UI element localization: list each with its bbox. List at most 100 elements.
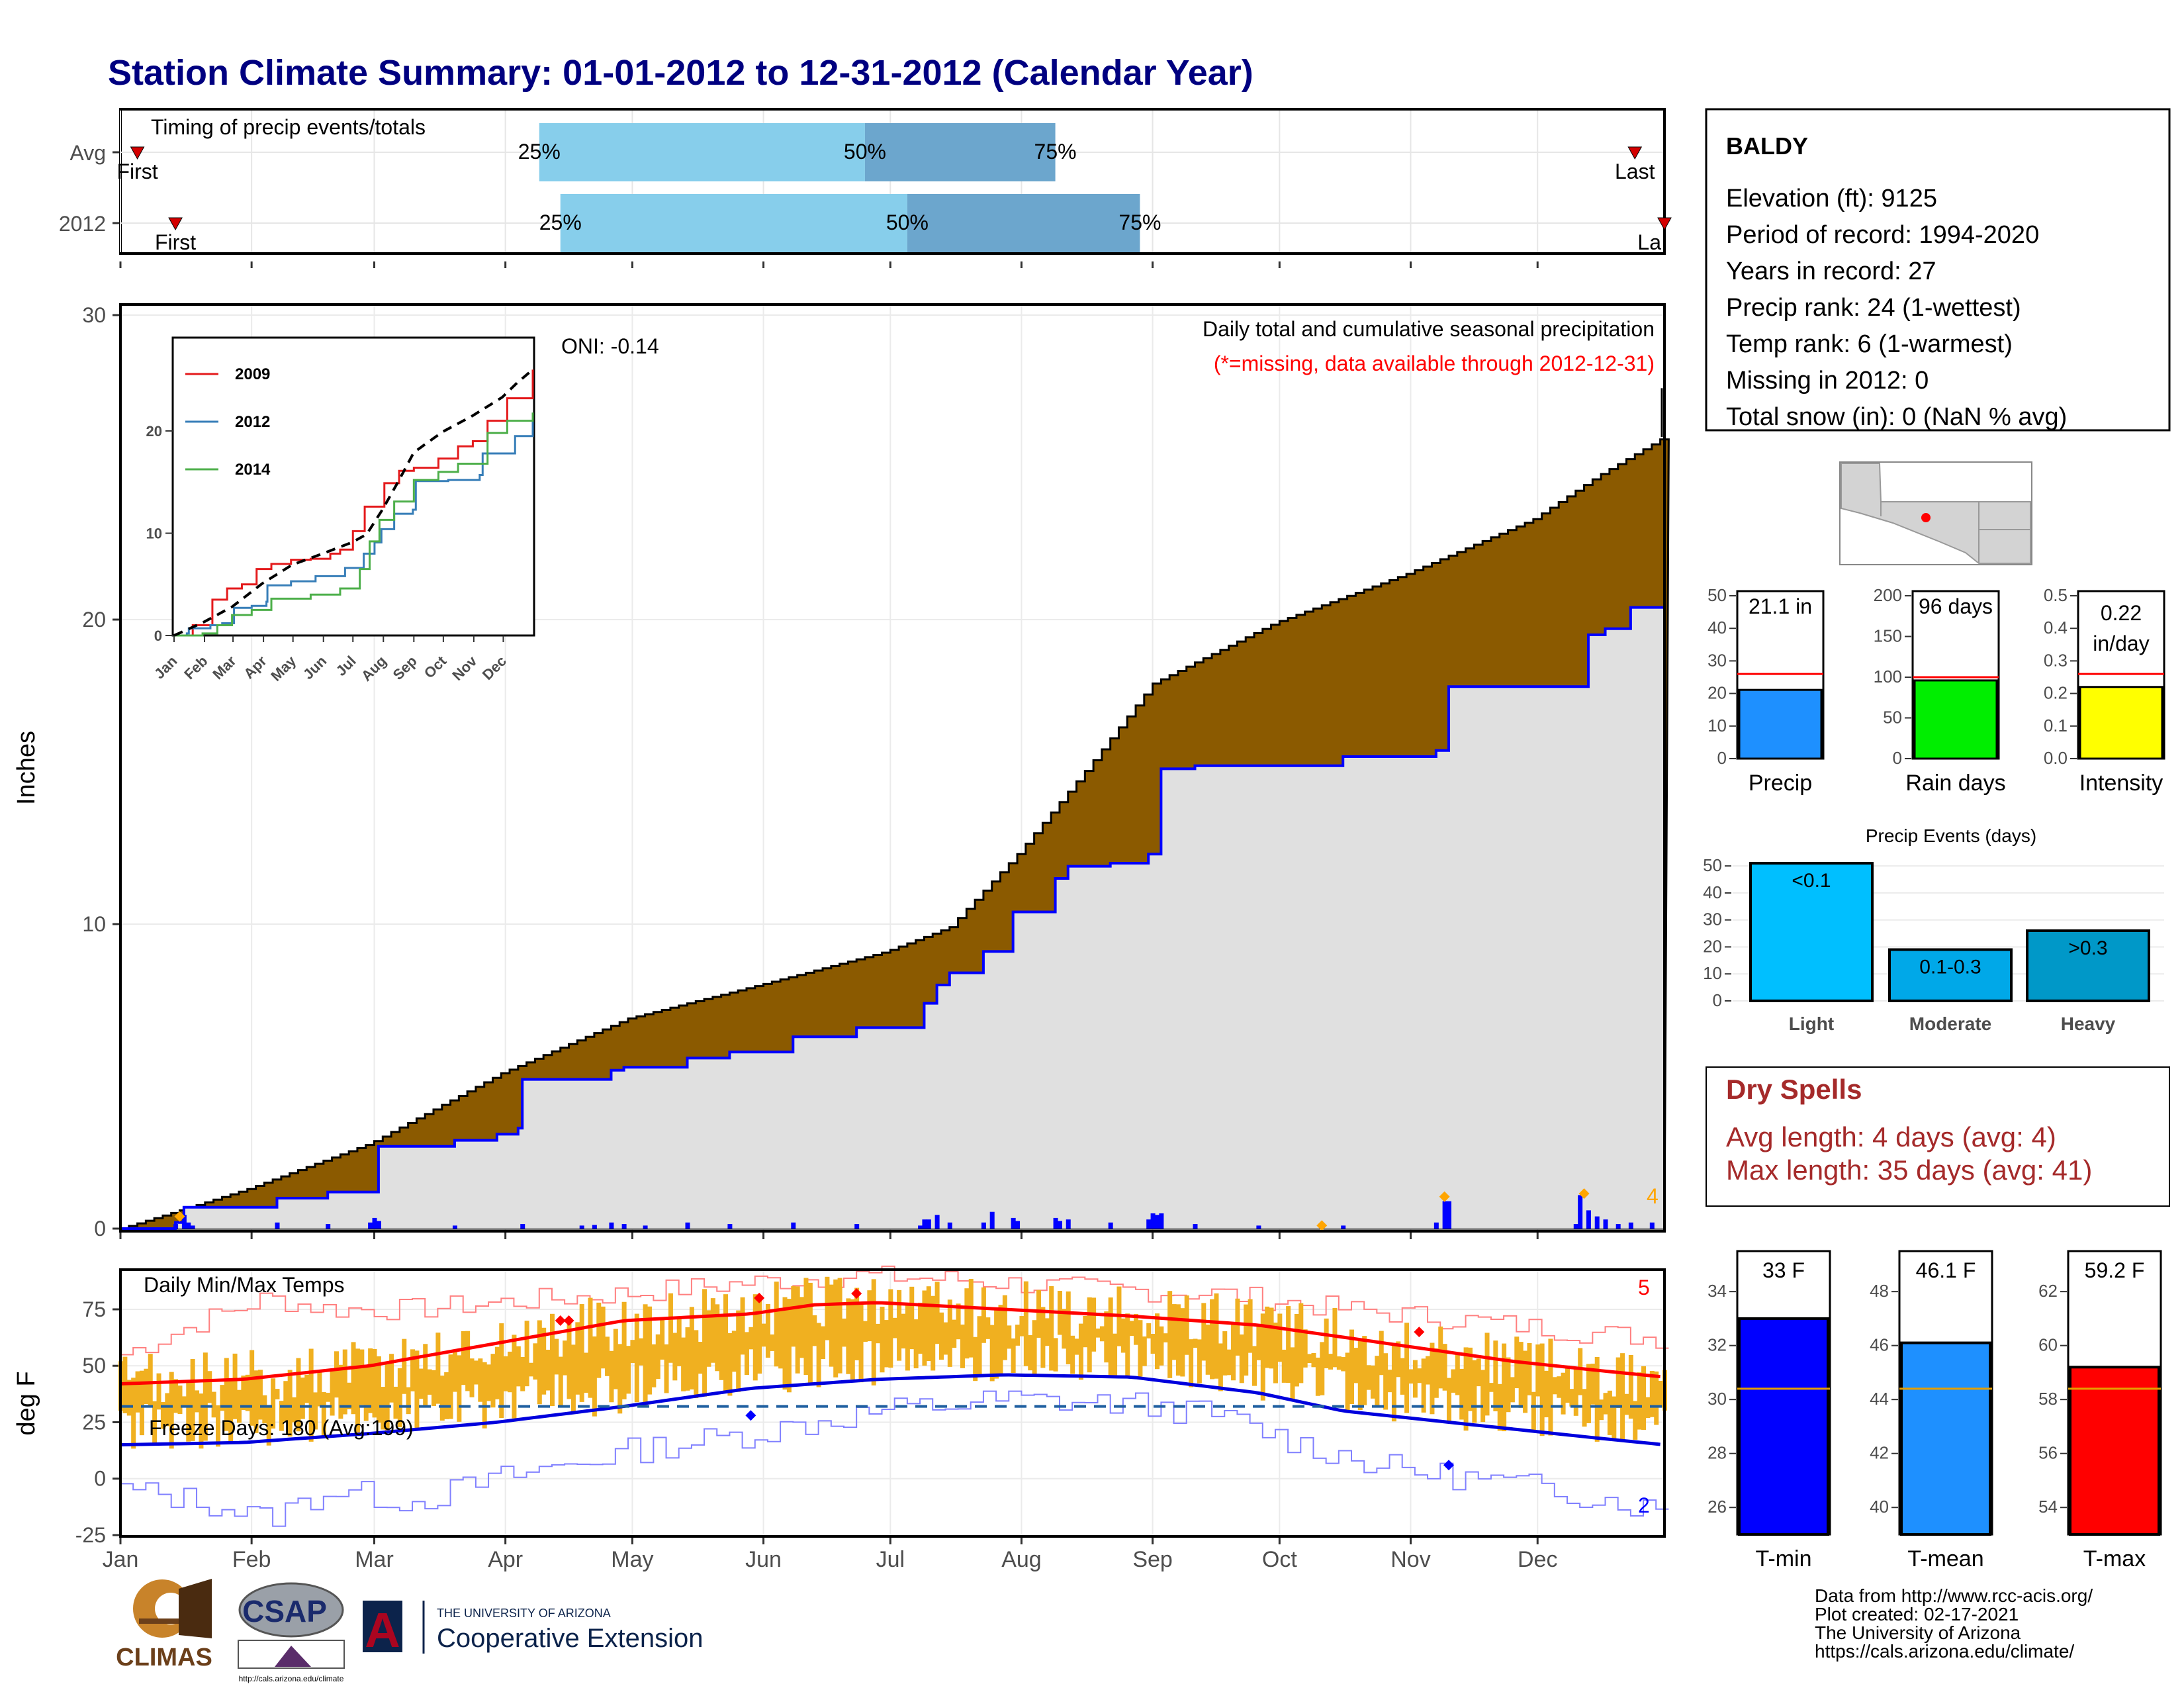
map-state-border (1880, 502, 2030, 563)
temps-daily-bar (1269, 1307, 1274, 1369)
temps-daily-bar (1582, 1389, 1587, 1427)
temps-daily-bar (177, 1385, 183, 1415)
temp-summary-y-tick-label: 30 (1707, 1389, 1727, 1409)
summary-category-label: Precip (1749, 771, 1812, 796)
temps-daily-bar (1074, 1338, 1079, 1355)
temps-daily-bar (1362, 1336, 1367, 1405)
temps-daily-bar (994, 1309, 999, 1379)
temps-daily-bar (1015, 1325, 1021, 1346)
temps-daily-bar (1612, 1396, 1617, 1440)
timing-bar-50-75 (907, 194, 1140, 252)
temps-daily-bar (508, 1351, 513, 1393)
temps-daily-bar (1070, 1335, 1075, 1374)
temps-daily-bar (698, 1342, 703, 1374)
temps-daily-bar (1163, 1333, 1168, 1342)
precip-frame-border (119, 303, 1666, 1233)
temps-daily-bar (253, 1370, 259, 1433)
temps-daily-bar (1023, 1281, 1028, 1366)
temps-daily-bar (1467, 1347, 1473, 1411)
temps-daily-bar (1134, 1313, 1139, 1345)
temps-daily-bar (909, 1286, 915, 1350)
events-y-tick-label: 0 (1713, 990, 1722, 1010)
temps-daily-bar (1417, 1368, 1422, 1383)
temps-daily-bar (296, 1358, 301, 1432)
temps-daily-bar (1442, 1344, 1447, 1391)
precip-daily-bar (621, 1224, 627, 1229)
temp-summary-y-tick-label: 44 (1870, 1389, 1889, 1409)
temps-daily-bar (181, 1396, 187, 1406)
temps-daily-bar (1167, 1291, 1173, 1378)
temps-daily-bar (1197, 1339, 1202, 1383)
temps-daily-bar (1603, 1393, 1608, 1415)
ua-name: THE UNIVERSITY OF ARIZONA (437, 1607, 611, 1620)
temps-daily-bar (186, 1382, 191, 1442)
timing-first-marker (130, 146, 145, 160)
temps-daily-bar (1502, 1343, 1507, 1432)
temps-daily-bar (1404, 1323, 1410, 1413)
temps-daily-bar (228, 1380, 234, 1442)
inset-y-tick-label: 0 (154, 628, 162, 644)
footer-line: Plot created: 02-17-2021 (1815, 1604, 2019, 1624)
month-tick-label: Jan (103, 1547, 139, 1572)
temps-daily-bar (1239, 1334, 1244, 1383)
temps-daily-bar (880, 1306, 885, 1373)
temps-daily-bar (271, 1378, 276, 1429)
precip-daily-bar (1573, 1224, 1578, 1229)
temps-daily-bar (888, 1289, 893, 1368)
climas-emblem-band (139, 1618, 212, 1624)
temps-daily-bar (1447, 1378, 1452, 1423)
summary-y-tick-label: 10 (1707, 716, 1727, 735)
summary-value-bar (2079, 686, 2163, 760)
temps-daily-bar (829, 1284, 834, 1367)
temps-daily-bar (292, 1397, 297, 1423)
temps-daily-bar (152, 1401, 158, 1444)
extreme-precip-count: 4 (1647, 1184, 1659, 1208)
precip-daily-bar (1057, 1221, 1062, 1229)
temps-daily-bar (160, 1402, 165, 1429)
temps-daily-bar (406, 1387, 411, 1415)
temps-daily-bar (139, 1370, 144, 1436)
temps-daily-bar (1108, 1297, 1113, 1378)
temps-daily-bar (1578, 1348, 1583, 1395)
temps-avg-max-line (120, 1301, 1661, 1386)
temps-y-tick-label: 25 (82, 1410, 106, 1434)
temps-daily-bar (668, 1293, 673, 1363)
temps-cold-extreme-marker (745, 1410, 756, 1421)
temps-daily-bar (389, 1354, 394, 1403)
temps-daily-bar (326, 1393, 331, 1402)
precip-daily-bar (1341, 1225, 1346, 1229)
month-tick-label: Dec (1518, 1547, 1557, 1572)
temps-daily-bar (1328, 1354, 1334, 1370)
temps-daily-bar (570, 1344, 576, 1414)
inset-y-tick-label: 20 (146, 423, 162, 440)
summary-y-tick-label: 0.3 (2044, 650, 2068, 670)
temps-daily-bar (947, 1299, 952, 1367)
temps-daily-bar (423, 1344, 428, 1406)
precip-daily-bar (981, 1222, 986, 1229)
temps-daily-bar (1641, 1366, 1647, 1430)
precip-daily-bar (1628, 1222, 1633, 1229)
month-tick-label: Aug (1001, 1547, 1042, 1572)
temps-daily-bar (1645, 1397, 1651, 1418)
temps-y-tick-label: 75 (82, 1297, 106, 1321)
temps-daily-bar (541, 1327, 547, 1395)
summary-y-tick-label: 0.1 (2044, 716, 2068, 735)
temps-daily-bar (381, 1387, 386, 1430)
events-category-label: Heavy (2061, 1013, 2116, 1034)
temps-daily-bar (1531, 1391, 1536, 1432)
summary-y-tick-label: 0.0 (2044, 748, 2068, 768)
temps-daily-bar (588, 1297, 593, 1398)
inset-legend-label: 2012 (235, 413, 270, 431)
temps-daily-bar (126, 1380, 132, 1416)
temps-daily-bar (1607, 1390, 1612, 1435)
timing-first-label: First (116, 160, 158, 183)
csap-wordmark: CSAP (242, 1594, 327, 1628)
temps-daily-bar (1628, 1354, 1633, 1419)
temps-daily-bar (279, 1401, 284, 1431)
temps-daily-bar (1273, 1323, 1278, 1383)
precip-extreme-marker (1578, 1188, 1590, 1199)
temps-hot-extreme-marker (563, 1315, 574, 1327)
temps-avg-min-line (120, 1373, 1661, 1447)
temps-daily-bar (1087, 1297, 1092, 1373)
temps-daily-bar (1336, 1356, 1342, 1370)
